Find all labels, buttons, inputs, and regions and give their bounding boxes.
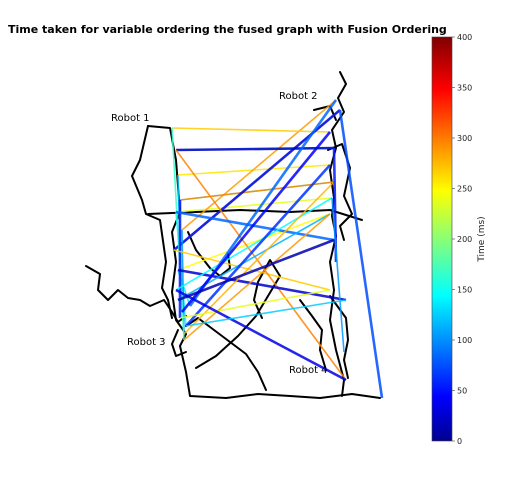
trajectory-robot-1-outline — [132, 126, 172, 318]
robot-4-label: Robot 4 — [289, 365, 328, 376]
ordering-edges — [172, 100, 382, 398]
robot-3-label: Robot 3 — [127, 337, 166, 348]
edge-29 — [332, 198, 344, 352]
trajectory-robot-2-loop — [328, 144, 352, 240]
colorbar-tick-6: 300 — [457, 134, 472, 143]
chart-title: Time taken for variable ordering the fus… — [8, 23, 447, 36]
edge-10 — [176, 148, 334, 150]
edge-23 — [186, 165, 330, 326]
colorbar-label: Time (ms) — [477, 216, 487, 262]
colorbar-tick-2: 100 — [457, 336, 472, 345]
robot-2-label: Robot 2 — [279, 91, 318, 102]
edge-27 — [340, 110, 382, 398]
colorbar-tick-8: 400 — [457, 33, 472, 42]
colorbar-tick-4: 200 — [457, 235, 472, 244]
colorbar-tick-7: 350 — [457, 84, 472, 93]
colorbar-tick-1: 50 — [457, 387, 467, 396]
colorbar: 0 50 100 150 200 250 300 350 400 Time (ms) — [432, 33, 487, 446]
edge-30 — [184, 214, 330, 340]
edge-7 — [172, 128, 330, 132]
robot-1-label: Robot 1 — [111, 113, 150, 124]
trajectory-robot-2-top — [314, 106, 336, 120]
colorbar-tick-3: 150 — [457, 286, 472, 295]
colorbar-tick-5: 250 — [457, 185, 472, 194]
edge-18 — [176, 150, 346, 380]
colorbar-tick-0: 0 — [457, 437, 462, 446]
colorbar-gradient — [432, 37, 452, 441]
